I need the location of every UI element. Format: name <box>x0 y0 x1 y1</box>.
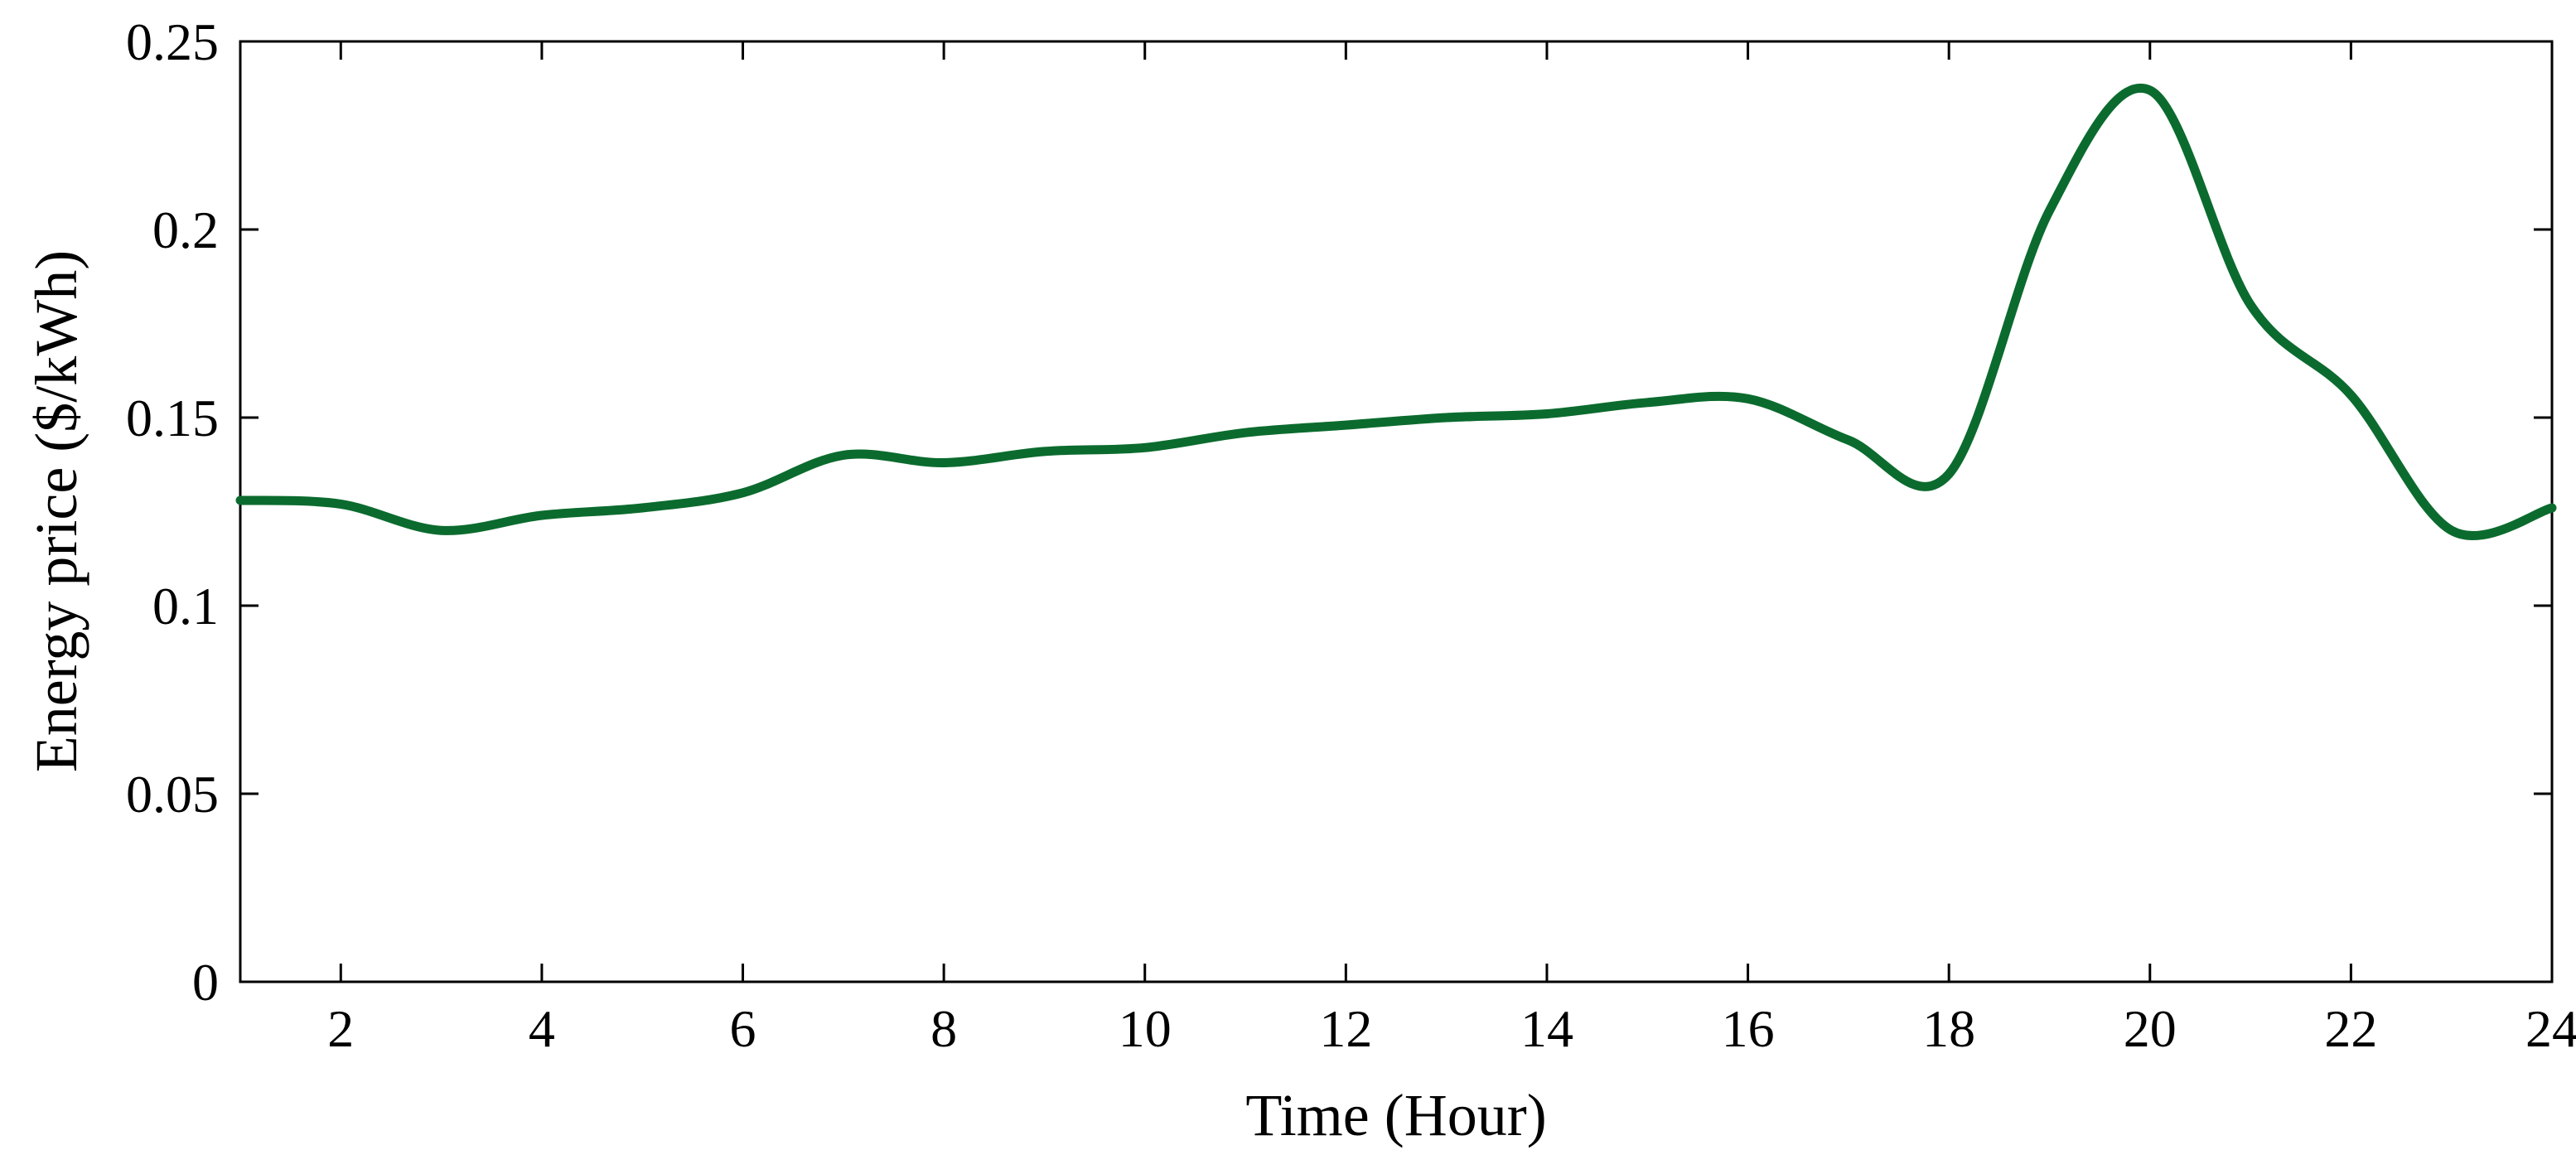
x-tick-label: 14 <box>1520 999 1573 1058</box>
x-tick-label: 20 <box>2124 999 2177 1058</box>
y-axis-label: Energy price ($/kWh) <box>23 250 89 772</box>
x-tick-label: 16 <box>1722 999 1775 1058</box>
x-tick-label: 18 <box>1922 999 1975 1058</box>
x-tick-label: 8 <box>930 999 957 1058</box>
y-axis-ticks: 0 0.05 0.1 0.15 0.2 0.25 <box>126 12 2552 1012</box>
series-line <box>235 84 2557 540</box>
x-tick-label: 12 <box>1319 999 1372 1058</box>
x-tick-label: 24 <box>2525 999 2576 1058</box>
y-tick-label: 0.05 <box>126 765 219 824</box>
x-tick-label: 6 <box>730 999 756 1058</box>
y-tick-label: 0.25 <box>126 12 219 71</box>
x-tick-label: 22 <box>2324 999 2377 1058</box>
x-tick-label: 10 <box>1119 999 1172 1058</box>
x-axis-ticks: 2 4 6 8 10 12 14 16 18 20 22 24 <box>327 41 2576 1058</box>
y-tick-label: 0.2 <box>152 201 219 259</box>
x-tick-label: 4 <box>529 999 555 1058</box>
y-tick-label: 0.15 <box>126 389 219 447</box>
y-tick-label: 0.1 <box>152 577 219 635</box>
x-axis-label: Time (Hour) <box>1245 1082 1546 1148</box>
series-layer <box>235 84 2557 540</box>
y-tick-label: 0 <box>192 953 219 1012</box>
x-tick-label: 2 <box>327 999 354 1058</box>
